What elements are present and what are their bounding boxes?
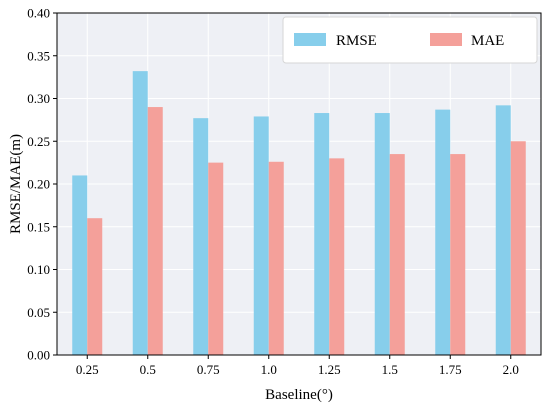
x-tick-label: 0.25	[76, 362, 99, 377]
legend-label-mae: MAE	[471, 33, 504, 49]
x-tick-label: 1.5	[382, 362, 398, 377]
bar-rmse-2.0	[495, 105, 511, 355]
y-tick-labels: 0.00 0.05 0.10 0.15 0.20 0.25 0.30 0.35 0.40	[27, 6, 50, 363]
bar-rmse-1.25	[314, 113, 330, 355]
bar-rmse-0.5	[132, 71, 148, 355]
y-tick-label: 0.05	[27, 305, 50, 320]
y-tick-label: 0.20	[27, 177, 50, 192]
bar-mae-0.75	[208, 162, 224, 355]
y-axis-label: RMSE/MAE(m)	[8, 134, 24, 234]
x-tick-label: 1.0	[261, 362, 277, 377]
bar-mae-1.25	[329, 158, 345, 355]
bar-mae-0.25	[87, 218, 103, 355]
x-tick-label: 0.75	[197, 362, 220, 377]
axes	[53, 12, 542, 359]
y-tick-label: 0.35	[27, 48, 50, 63]
bar-mae-0.5	[147, 107, 163, 355]
x-tick-label: 2.0	[503, 362, 519, 377]
legend-swatch-rmse	[294, 33, 326, 46]
y-tick-label: 0.25	[27, 134, 50, 149]
bar-mae-1.5	[389, 154, 405, 355]
bar-rmse-0.25	[72, 175, 88, 355]
bar-mae-2.0	[510, 141, 526, 355]
plot-border	[56, 12, 542, 356]
bar-mae-1.0	[268, 161, 284, 355]
bar-rmse-1.0	[253, 116, 269, 355]
y-tick-label: 0.15	[27, 219, 50, 234]
legend-swatch-mae	[430, 33, 462, 46]
bars	[72, 71, 526, 356]
y-tick-label: 0.30	[27, 91, 50, 106]
legend-label-rmse: RMSE	[336, 33, 377, 49]
legend-box	[282, 16, 538, 64]
bar-mae-1.75	[450, 154, 466, 355]
y-tick-label: 0.40	[27, 6, 50, 21]
y-tick-label: 0.00	[27, 348, 50, 363]
bar-rmse-0.75	[193, 118, 209, 355]
bar-rmse-1.75	[435, 109, 451, 356]
x-tick-label: 0.5	[140, 362, 156, 377]
y-tick-label: 0.10	[27, 262, 50, 277]
x-axis-label: Baseline(°)	[265, 387, 333, 403]
x-tick-label: 1.75	[439, 362, 462, 377]
x-tick-labels: 0.25 0.5 0.75 1.0 1.25 1.5 1.75 2.0	[76, 362, 519, 377]
x-tick-label: 1.25	[318, 362, 341, 377]
bar-rmse-1.5	[374, 113, 390, 355]
legend: RMSE MAE	[282, 16, 538, 64]
